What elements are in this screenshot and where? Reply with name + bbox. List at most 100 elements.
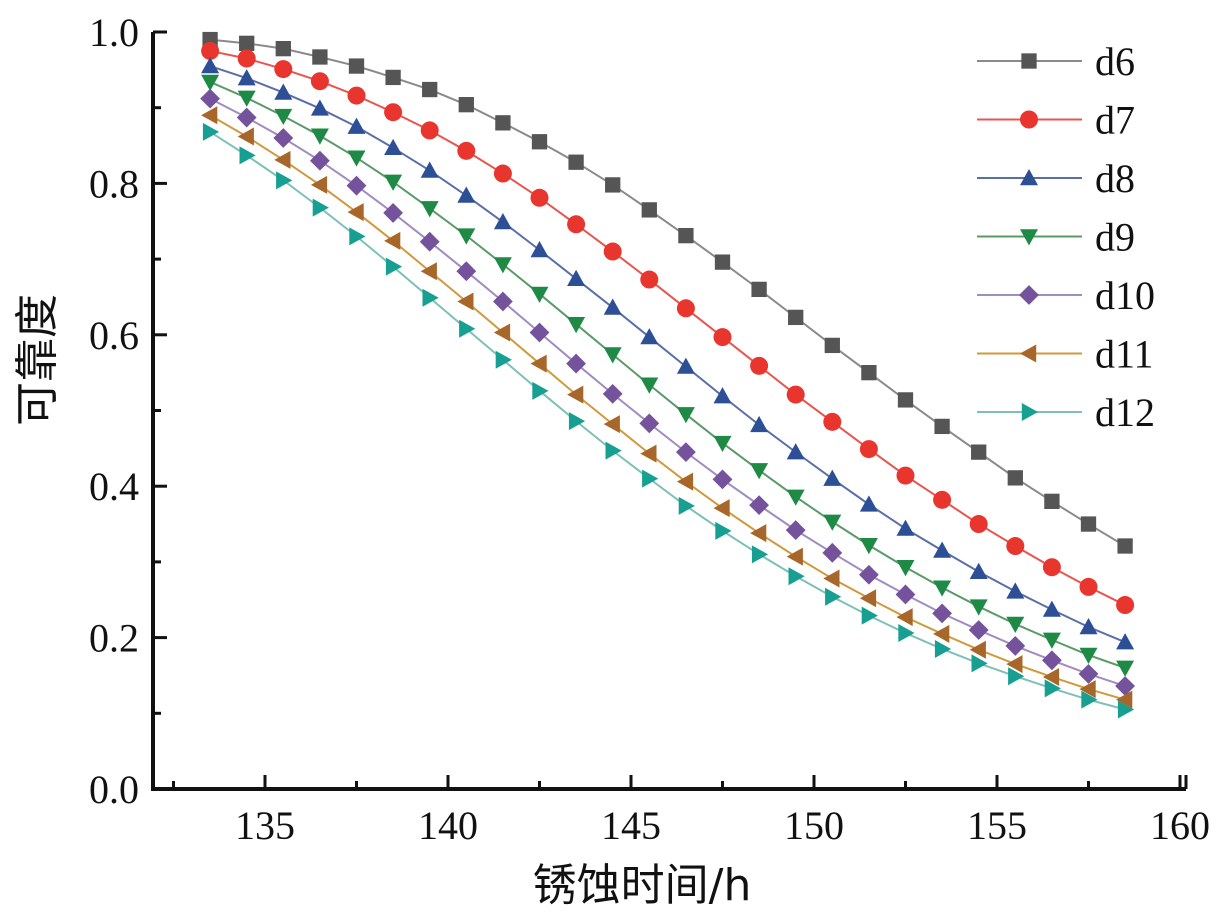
data-point-d8 [201, 57, 220, 74]
data-point-d9 [1116, 660, 1135, 677]
x-tick-label: 155 [967, 803, 1027, 848]
data-point-d10 [712, 469, 733, 490]
data-point-d8 [274, 83, 293, 100]
data-point-d12 [349, 227, 366, 246]
data-point-d12 [1008, 667, 1025, 686]
data-point-d6 [1007, 470, 1023, 486]
data-point-d11 [933, 624, 950, 643]
data-point-d9 [1042, 632, 1061, 649]
data-point-d8 [420, 161, 439, 178]
data-point-d8 [1116, 633, 1135, 650]
y-tick-label: 0.8 [89, 161, 139, 206]
data-point-d7 [201, 41, 220, 60]
data-point-d12 [715, 521, 732, 540]
data-point-d12 [276, 171, 293, 190]
data-point-d11 [310, 175, 328, 194]
data-point-d12 [312, 198, 329, 217]
data-point-d7 [493, 164, 512, 183]
axes: 0.0 0.2 0.4 0.6 0.8 1.0 135 140 145 150 155 160 [89, 10, 1210, 848]
series-d10 [200, 88, 1135, 696]
data-point-d6 [1044, 493, 1060, 509]
data-point-d9 [237, 90, 256, 107]
data-point-d9 [530, 286, 549, 303]
data-point-d10 [932, 603, 952, 624]
data-point-d9 [1006, 616, 1025, 633]
data-point-d7 [859, 440, 878, 459]
data-point-d8 [823, 469, 842, 486]
data-point-d8 [310, 99, 329, 116]
x-tick-label: 150 [784, 803, 844, 848]
data-point-d10 [200, 88, 220, 109]
data-point-d8 [493, 213, 512, 230]
data-point-d9 [933, 580, 952, 597]
data-point-d12 [568, 412, 586, 431]
data-point-d11 [603, 415, 620, 434]
series-line-d7 [209, 49, 1126, 606]
data-point-d9 [603, 347, 622, 364]
data-point-d8 [384, 138, 403, 156]
data-point-d9 [384, 174, 403, 191]
data-point-d12 [605, 441, 622, 460]
data-point-d9 [713, 435, 732, 453]
data-point-d9 [493, 257, 512, 274]
data-point-d10 [529, 322, 550, 343]
data-point-d11 [1042, 667, 1060, 686]
data-point-d8 [859, 495, 878, 512]
data-point-d11 [274, 150, 291, 169]
data-point-d9 [567, 317, 586, 334]
y-tick-label: 0.6 [89, 313, 139, 358]
data-point-d12 [239, 146, 256, 165]
data-point-d8 [530, 241, 549, 258]
data-point-d10 [676, 442, 696, 463]
data-point-d7 [640, 270, 659, 289]
data-point-d6 [1117, 538, 1133, 554]
data-point-d12 [202, 122, 220, 141]
y-tick-label: 0.0 [89, 767, 139, 812]
legend-item-d8: d8 [977, 156, 1135, 201]
data-point-d8 [896, 519, 915, 536]
legend: d6 d7 d8 d9 d10 d11 d12 [977, 39, 1155, 435]
data-point-d7 [786, 385, 805, 404]
data-point-d7 [676, 299, 695, 318]
data-point-d12 [971, 654, 988, 673]
data-point-d6 [971, 444, 987, 460]
x-tick-label: 160 [1150, 803, 1210, 848]
data-point-d12 [385, 257, 403, 276]
data-point-d11 [347, 203, 364, 222]
data-point-d11 [896, 608, 913, 627]
x-tick-label: 140 [418, 803, 478, 848]
data-point-d11 [859, 589, 877, 608]
data-point-d7 [1116, 596, 1135, 615]
data-point-d8 [640, 328, 659, 345]
data-point-d6 [531, 134, 548, 150]
legend-item-d6: d6 [977, 39, 1135, 84]
data-point-d12 [495, 350, 512, 369]
data-point-d7 [274, 60, 293, 79]
x-tick-label: 135 [235, 803, 295, 848]
data-point-d8 [786, 443, 805, 460]
data-point-d8 [933, 541, 952, 558]
data-point-d12 [1044, 679, 1061, 698]
data-point-d6 [275, 41, 291, 57]
data-point-d9 [420, 201, 439, 218]
data-point-d6 [312, 49, 328, 65]
data-point-d8 [750, 415, 769, 433]
data-point-d11 [713, 499, 730, 518]
data-point-d6 [824, 337, 840, 354]
series-layer [200, 31, 1135, 719]
data-point-d6 [714, 254, 731, 270]
data-point-d10 [1005, 636, 1026, 656]
data-point-d6 [385, 69, 401, 86]
legend-item-d10: d10 [977, 273, 1155, 318]
data-point-d11 [530, 354, 547, 373]
data-point-d8 [567, 269, 586, 286]
legend-marker-d11 [1020, 344, 1037, 363]
data-point-d10 [346, 175, 367, 196]
data-point-d6 [641, 202, 657, 218]
legend-label-d12: d12 [1095, 390, 1155, 435]
data-point-d8 [457, 186, 476, 203]
legend-label-d8: d8 [1095, 156, 1135, 201]
data-point-d12 [861, 606, 878, 625]
data-point-d12 [532, 381, 549, 400]
data-point-d7 [1042, 558, 1061, 577]
